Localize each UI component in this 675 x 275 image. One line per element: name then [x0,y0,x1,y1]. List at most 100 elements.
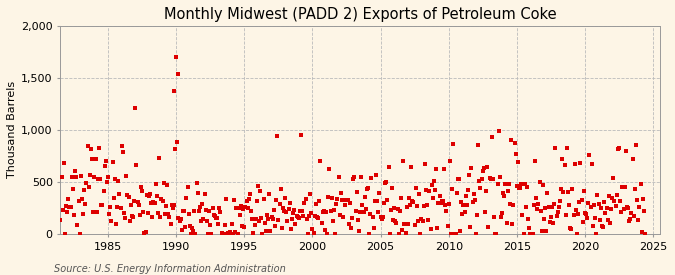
Point [372,199,383,203]
Point [359,195,370,200]
Point [129,199,140,203]
Point [582,216,593,221]
Point [494,175,505,180]
Point [254,188,265,193]
Point [398,159,408,164]
Point [612,147,623,151]
Point [549,202,560,206]
Point [460,194,471,198]
Point [487,135,497,139]
Point [416,217,427,221]
Point [514,186,524,191]
Point [491,232,502,236]
Point [527,232,538,236]
Point [164,215,175,219]
Point [307,227,318,232]
Point [70,169,80,173]
Point [223,231,234,235]
Point [116,144,127,148]
Point [477,169,488,173]
Point [450,232,461,236]
Point [286,227,296,231]
Point [287,217,298,221]
Point [552,210,563,214]
Point [81,181,92,186]
Point [106,219,117,223]
Point [565,226,576,230]
Point [315,159,326,164]
Point [400,231,411,235]
Point [421,188,431,192]
Point [515,186,526,190]
Point [122,193,133,197]
Point [84,173,95,177]
Point [207,206,218,210]
Point [247,217,258,222]
Point [149,201,160,205]
Point [113,179,124,183]
Point [456,200,466,204]
Point [637,229,647,234]
Point [234,206,244,210]
Point [556,187,566,191]
Point [609,199,620,204]
Point [76,174,86,178]
Point [190,232,201,236]
Point [109,195,119,200]
Point [599,200,610,204]
Point [309,214,320,219]
Point [485,177,496,181]
Y-axis label: Thousand Barrels: Thousand Barrels [7,81,17,178]
Point [297,208,308,213]
Point [439,167,450,171]
Point [358,210,369,214]
Point [206,232,217,236]
Point [280,196,291,200]
Point [221,197,232,201]
Point [182,185,193,189]
Point [82,144,93,148]
Point [209,214,220,219]
Point [140,230,151,234]
Point [224,230,235,235]
Point [198,217,209,222]
Point [181,196,192,200]
Point [457,212,468,217]
Point [560,213,571,218]
Point [431,167,441,171]
Point [101,159,111,163]
Point [201,218,212,223]
Point [504,182,514,186]
Point [616,210,626,214]
Point [248,231,259,236]
Point [159,181,169,186]
Point [96,203,107,207]
Point [338,214,348,219]
Point [277,206,288,210]
Point [607,196,618,200]
Point [326,196,337,200]
Point [437,199,448,203]
Point [237,224,248,228]
Point [562,190,573,194]
Point [165,222,176,226]
Point [355,210,366,214]
Point [590,216,601,220]
Point [630,186,641,191]
Point [475,185,486,190]
Point [551,214,562,218]
Point [497,210,508,215]
Point [267,217,278,222]
Point [608,176,619,180]
Point [483,225,494,229]
Point [570,208,581,212]
Point [541,229,551,233]
Point [508,203,519,207]
Point [578,188,589,193]
Point [356,174,367,179]
Point [56,175,67,179]
Point [387,218,398,222]
Point [269,208,279,213]
Point [618,207,629,211]
Point [559,163,570,167]
